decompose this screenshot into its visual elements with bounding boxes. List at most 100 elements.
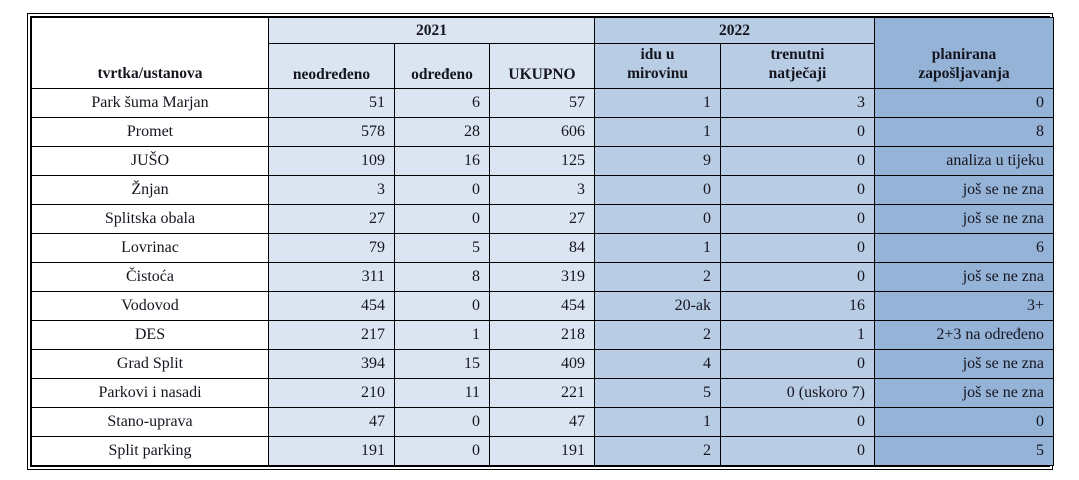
employment-table: tvrtka/ustanova 2021 2022 planirana zapo…	[31, 17, 1055, 466]
cell-ukupno: 84	[488, 232, 596, 263]
cell-odredeno: 0	[394, 290, 490, 321]
table-row: Lovrinac 79 5 84 1 0 6	[31, 232, 1055, 263]
cell-odredeno: 0	[394, 435, 490, 466]
cell-planirana-zaposljavanja: 0	[874, 406, 1055, 437]
cell-planirana-zaposljavanja: 8	[874, 116, 1055, 147]
cell-planirana-zaposljavanja: 3+	[874, 290, 1055, 321]
header-odredeno: određeno	[394, 43, 490, 89]
cell-idu-u-mirovinu: 1	[594, 406, 722, 437]
cell-trenutni-natjecaji: 16	[720, 290, 876, 321]
header-group-2022: 2022	[594, 17, 876, 44]
cell-neodredeno: 454	[268, 290, 395, 321]
cell-ukupno: 125	[488, 145, 596, 176]
cell-trenutni-natjecaji: 0	[720, 435, 876, 466]
cell-trenutni-natjecaji: 0 (uskoro 7)	[720, 377, 876, 408]
cell-neodredeno: 578	[268, 116, 395, 147]
cell-planirana-zaposljavanja: još se ne zna	[874, 174, 1055, 205]
header-idu-u-mirovinu: idu u mirovinu	[594, 43, 722, 89]
cell-odredeno: 0	[394, 174, 490, 205]
cell-planirana-zaposljavanja: 5	[874, 435, 1055, 466]
table-row: Splitska obala 27 0 27 0 0 još se ne zna	[31, 203, 1055, 234]
header-planirana-zaposljavanja: planirana zapošljavanja	[874, 17, 1055, 89]
cell-ukupno: 47	[488, 406, 596, 437]
cell-trenutni-natjecaji: 0	[720, 232, 876, 263]
cell-company: Parkovi i nasadi	[31, 377, 269, 408]
header-trenutni-natjecaji: trenutni natječaji	[720, 43, 876, 89]
cell-ukupno: 606	[488, 116, 596, 147]
cell-ukupno: 3	[488, 174, 596, 205]
cell-company: Čistoća	[31, 261, 269, 292]
cell-trenutni-natjecaji: 0	[720, 261, 876, 292]
cell-trenutni-natjecaji: 0	[720, 174, 876, 205]
cell-neodredeno: 27	[268, 203, 395, 234]
cell-odredeno: 11	[394, 377, 490, 408]
cell-planirana-zaposljavanja: još se ne zna	[874, 348, 1055, 379]
table-inner-border: tvrtka/ustanova 2021 2022 planirana zapo…	[30, 16, 1055, 467]
cell-neodredeno: 191	[268, 435, 395, 466]
cell-ukupno: 319	[488, 261, 596, 292]
cell-idu-u-mirovinu: 0	[594, 203, 722, 234]
header-group-2021: 2021	[267, 17, 596, 44]
cell-company: Stano-uprava	[31, 406, 269, 437]
cell-planirana-zaposljavanja: 6	[874, 232, 1055, 263]
cell-odredeno: 0	[394, 406, 490, 437]
table-row: DES 217 1 218 2 1 2+3 na određeno	[31, 319, 1055, 350]
cell-company: Lovrinac	[31, 232, 269, 263]
cell-neodredeno: 79	[268, 232, 395, 263]
cell-trenutni-natjecaji: 0	[720, 406, 876, 437]
cell-company: DES	[31, 319, 269, 350]
table-outer-border: tvrtka/ustanova 2021 2022 planirana zapo…	[27, 13, 1055, 470]
cell-idu-u-mirovinu: 0	[594, 174, 722, 205]
cell-company: Promet	[31, 116, 269, 147]
cell-odredeno: 28	[394, 116, 490, 147]
table-row: Split parking 191 0 191 2 0 5	[31, 435, 1055, 466]
header-company: tvrtka/ustanova	[31, 17, 269, 89]
table-row: Stano-uprava 47 0 47 1 0 0	[31, 406, 1055, 437]
cell-company: Žnjan	[31, 174, 269, 205]
cell-neodredeno: 51	[268, 87, 395, 118]
cell-company: JUŠO	[31, 145, 269, 176]
table-row: Vodovod 454 0 454 20-ak 16 3+	[31, 290, 1055, 321]
cell-neodredeno: 311	[268, 261, 395, 292]
cell-idu-u-mirovinu: 1	[594, 87, 722, 118]
cell-neodredeno: 210	[268, 377, 395, 408]
cell-odredeno: 15	[394, 348, 490, 379]
cell-ukupno: 191	[488, 435, 596, 466]
table-row: Park šuma Marjan 51 6 57 1 3 0	[31, 87, 1055, 118]
cell-ukupno: 57	[488, 87, 596, 118]
cell-ukupno: 27	[488, 203, 596, 234]
cell-idu-u-mirovinu: 1	[594, 232, 722, 263]
cell-ukupno: 409	[488, 348, 596, 379]
cell-company: Splitska obala	[31, 203, 269, 234]
table-row: Žnjan 3 0 3 0 0 još se ne zna	[31, 174, 1055, 205]
cell-company: Park šuma Marjan	[31, 87, 269, 118]
cell-company: Split parking	[31, 435, 269, 466]
cell-idu-u-mirovinu: 20-ak	[594, 290, 722, 321]
header-ukupno: UKUPNO	[488, 43, 596, 89]
cell-idu-u-mirovinu: 2	[594, 435, 722, 466]
cell-ukupno: 221	[488, 377, 596, 408]
table-row: Čistoća 311 8 319 2 0 još se ne zna	[31, 261, 1055, 292]
table-row: Grad Split 394 15 409 4 0 još se ne zna	[31, 348, 1055, 379]
cell-trenutni-natjecaji: 1	[720, 319, 876, 350]
cell-odredeno: 5	[394, 232, 490, 263]
cell-idu-u-mirovinu: 2	[594, 261, 722, 292]
cell-idu-u-mirovinu: 4	[594, 348, 722, 379]
cell-neodredeno: 3	[268, 174, 395, 205]
cell-trenutni-natjecaji: 0	[720, 348, 876, 379]
cell-company: Grad Split	[31, 348, 269, 379]
cell-idu-u-mirovinu: 5	[594, 377, 722, 408]
cell-idu-u-mirovinu: 1	[594, 116, 722, 147]
cell-odredeno: 0	[394, 203, 490, 234]
cell-neodredeno: 217	[268, 319, 395, 350]
cell-neodredeno: 394	[268, 348, 395, 379]
cell-neodredeno: 47	[268, 406, 395, 437]
cell-planirana-zaposljavanja: još se ne zna	[874, 377, 1055, 408]
cell-ukupno: 218	[488, 319, 596, 350]
cell-neodredeno: 109	[268, 145, 395, 176]
cell-planirana-zaposljavanja: još se ne zna	[874, 203, 1055, 234]
cell-company: Vodovod	[31, 290, 269, 321]
cell-planirana-zaposljavanja: još se ne zna	[874, 261, 1055, 292]
cell-odredeno: 6	[394, 87, 490, 118]
